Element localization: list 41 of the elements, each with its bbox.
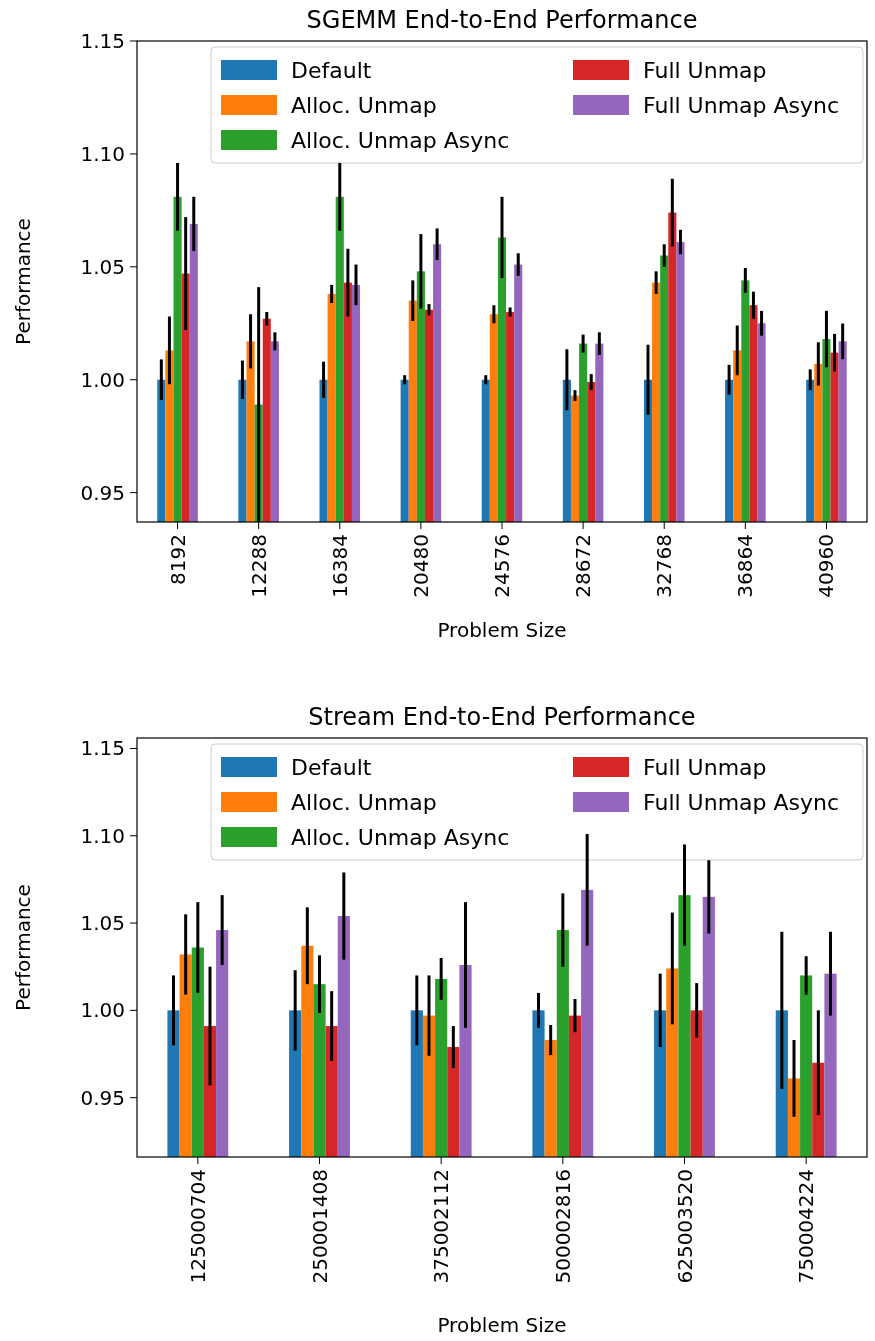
y-tick-label: 1.00: [80, 367, 125, 392]
y-tick-label: 1.10: [80, 823, 125, 848]
legend-label: Alloc. Unmap Async: [291, 128, 510, 153]
x-axis-title: Problem Size: [437, 618, 567, 642]
y-tick-label: 1.05: [80, 911, 125, 936]
x-tick-label: 500002816: [550, 1169, 575, 1284]
chart-title: SGEMM End-to-End Performance: [306, 6, 698, 34]
legend-label: Full Unmap: [643, 58, 767, 83]
legend-label: Alloc. Unmap: [291, 790, 437, 815]
legend-label: Default: [291, 58, 372, 83]
y-axis-title: Performance: [11, 218, 35, 345]
chart-title: Stream End-to-End Performance: [308, 703, 696, 731]
x-tick-label: 36864: [733, 534, 758, 598]
y-axis-title: Performance: [11, 884, 35, 1011]
x-axis-title: Problem Size: [437, 1313, 567, 1337]
legend-label: Alloc. Unmap Async: [291, 825, 510, 850]
legend-label: Default: [291, 755, 372, 780]
legend-label: Full Unmap Async: [643, 790, 840, 815]
y-tick-label: 1.00: [80, 998, 125, 1023]
y-tick-label: 0.95: [80, 480, 125, 505]
y-tick-label: 1.10: [80, 141, 125, 166]
legend-label: Alloc. Unmap: [291, 93, 437, 118]
y-tick-label: 1.15: [80, 736, 125, 761]
x-tick-label: 250001408: [307, 1169, 332, 1284]
x-tick-label: 28672: [571, 534, 596, 598]
y-tick-label: 1.15: [80, 29, 125, 53]
x-tick-label: 16384: [327, 534, 352, 598]
legend-label: Full Unmap: [643, 755, 767, 780]
y-tick-label: 0.95: [80, 1085, 125, 1110]
y-tick-label: 1.05: [80, 254, 125, 279]
x-tick-label: 125000704: [185, 1169, 210, 1284]
x-tick-label: 32768: [652, 534, 677, 598]
x-tick-label: 20480: [408, 534, 433, 598]
x-tick-label: 375002112: [429, 1169, 454, 1284]
x-tick-label: 24576: [490, 534, 514, 598]
legend-label: Full Unmap Async: [643, 93, 840, 118]
x-tick-label: 625003520: [672, 1169, 697, 1284]
x-tick-label: 8192: [165, 534, 190, 585]
x-tick-label: 750004224: [794, 1169, 819, 1284]
x-tick-label: 12288: [246, 534, 271, 598]
x-tick-label: 40960: [814, 534, 839, 598]
